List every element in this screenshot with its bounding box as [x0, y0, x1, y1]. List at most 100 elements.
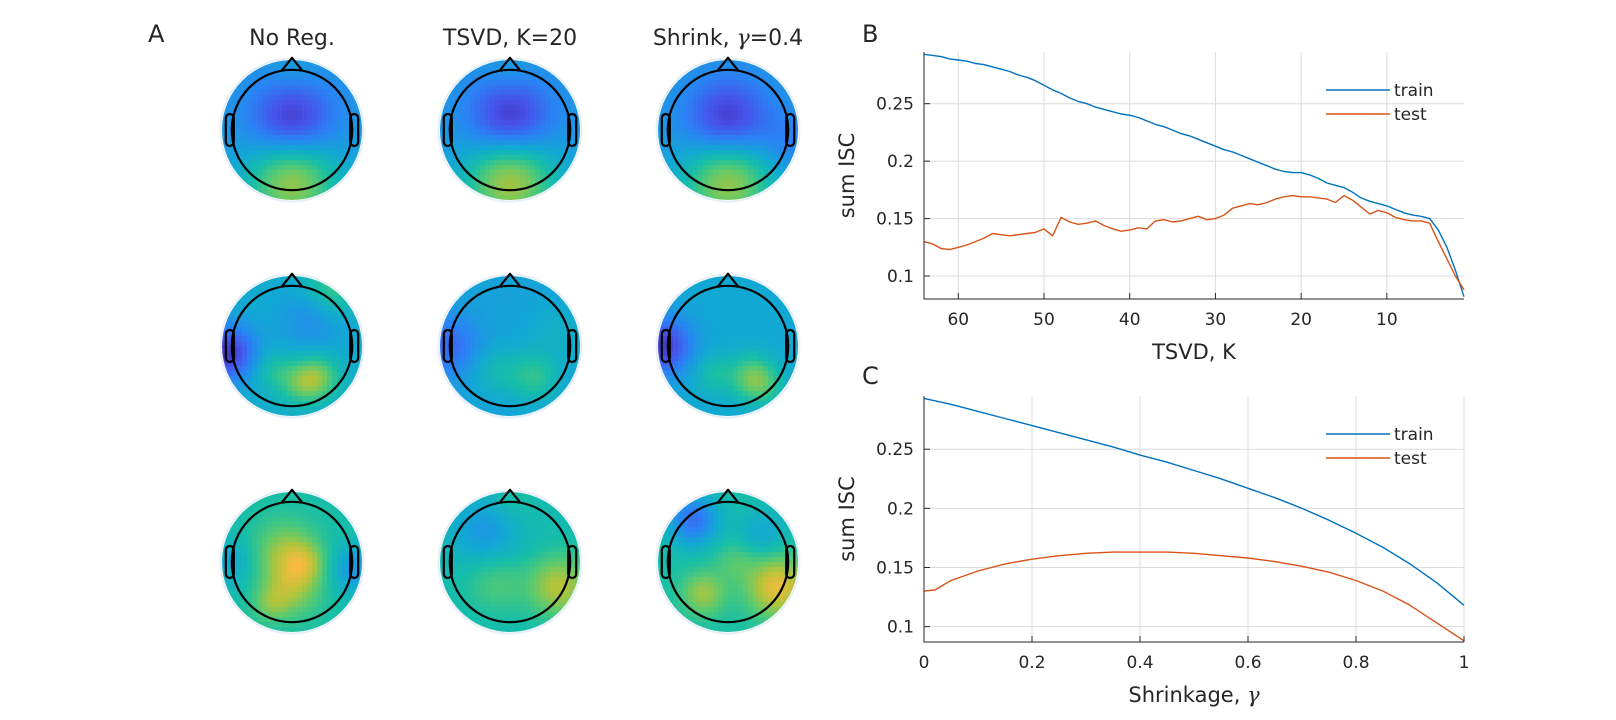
column-title-tsvd: TSVD, K=20 — [442, 26, 577, 51]
topomap-r3-c2 — [437, 488, 583, 635]
right-ear-icon — [785, 112, 796, 148]
left-ear-icon — [660, 544, 671, 580]
nose-icon — [281, 56, 303, 71]
head-outline — [448, 68, 572, 192]
head-outline — [666, 284, 790, 408]
topomap-r1-c1 — [219, 56, 365, 203]
legend-label-train: train — [1394, 425, 1434, 445]
legend: train test — [1326, 425, 1434, 469]
right-ear-icon — [349, 112, 360, 148]
y-tick-label: 0.15 — [876, 558, 914, 578]
panel-a-letter: A — [148, 20, 165, 48]
y-tick-label: 0.25 — [876, 95, 914, 115]
x-tick-label: 0.8 — [1342, 653, 1369, 673]
x-axis-label-prefix: Shrinkage, — [1128, 683, 1247, 707]
gridlines — [923, 396, 1465, 642]
y-tick-label: 0.1 — [887, 618, 914, 638]
topomap-r2-c1 — [219, 272, 365, 419]
y-tick-label: 0.1 — [887, 267, 914, 287]
column-title-shrink: Shrink, γ=0.4 — [653, 26, 803, 51]
left-ear-icon — [224, 328, 235, 364]
legend-label-test: test — [1394, 449, 1427, 469]
left-ear-icon — [442, 112, 453, 148]
column-title-shrink-suffix: =0.4 — [750, 26, 803, 51]
head-outline — [666, 500, 790, 624]
gridlines — [924, 52, 1464, 299]
x-tick-label: 1 — [1459, 653, 1470, 673]
y-axis-label: sum ISC — [835, 476, 859, 562]
axes — [923, 396, 1464, 643]
series-line-test — [923, 551, 1465, 642]
right-ear-icon — [349, 328, 360, 364]
topomap-field — [440, 276, 580, 416]
head-outline — [448, 284, 572, 408]
head-outline — [666, 68, 790, 192]
topomap-field — [658, 60, 798, 200]
panel-b: B 60 50 40 30 20 10 0.1 0.15 0.2 0.25 TSVD, K sum I… — [835, 20, 1465, 364]
topomap-field — [222, 276, 362, 416]
axes — [923, 52, 1464, 300]
column-title-shrink-prefix: Shrink, — [653, 26, 737, 51]
topomap-r1-c3 — [655, 56, 801, 203]
x-tick-label: 0.6 — [1234, 653, 1261, 673]
topomap-field — [658, 276, 798, 416]
topomap-field — [222, 492, 362, 632]
topomap-r2-c3 — [655, 272, 801, 419]
left-ear-icon — [442, 328, 453, 364]
x-axis-label: Shrinkage, γ — [1128, 683, 1260, 707]
nose-icon — [499, 488, 521, 503]
nose-icon — [499, 56, 521, 71]
y-tick-label: 0.2 — [887, 152, 914, 172]
nose-icon — [499, 272, 521, 287]
topomap-field — [440, 492, 580, 632]
topomap-r3-c3 — [655, 488, 801, 635]
y-tick-label: 0.15 — [876, 210, 914, 230]
gamma-symbol: γ — [1247, 683, 1260, 707]
topomap-field — [222, 60, 362, 200]
panel-b-letter: B — [862, 20, 878, 48]
right-ear-icon — [785, 328, 796, 364]
head-outline — [448, 500, 572, 624]
right-ear-icon — [567, 112, 578, 148]
left-ear-icon — [224, 112, 235, 148]
legend-label-train: train — [1394, 81, 1434, 101]
nose-icon — [281, 488, 303, 503]
nose-icon — [717, 56, 739, 71]
panel-c-letter: C — [862, 362, 879, 390]
column-title-no-reg: No Reg. — [249, 26, 335, 51]
series-line-test — [923, 194, 1465, 291]
right-ear-icon — [349, 544, 360, 580]
y-axis-label: sum ISC — [835, 133, 859, 219]
plot-b: 60 50 40 30 20 10 0.1 0.15 0.2 0.25 TSVD, K sum ISC… — [835, 52, 1465, 364]
topomap-r3-c1 — [219, 488, 365, 635]
x-axis-label: TSVD, K — [1151, 340, 1237, 364]
x-tick-label: 0.4 — [1126, 653, 1153, 673]
x-tick-label: 30 — [1205, 310, 1227, 330]
x-tick-label: 60 — [947, 310, 969, 330]
topomap-field — [658, 492, 798, 632]
nose-icon — [717, 488, 739, 503]
series-line-train — [923, 53, 1465, 297]
y-tick-label: 0.25 — [876, 440, 914, 460]
gamma-symbol: γ — [737, 26, 751, 51]
right-ear-icon — [567, 544, 578, 580]
right-ear-icon — [785, 544, 796, 580]
right-ear-icon — [567, 328, 578, 364]
x-tick-label: 20 — [1290, 310, 1312, 330]
topomap-grid — [219, 56, 801, 635]
series-line-train — [923, 397, 1465, 606]
topomap-r2-c2 — [437, 272, 583, 419]
x-tick-label: 40 — [1119, 310, 1141, 330]
head-outline — [230, 68, 354, 192]
head-outline — [230, 500, 354, 624]
topomap-field — [440, 60, 580, 200]
left-ear-icon — [660, 328, 671, 364]
panel-a: A No Reg. TSVD, K=20 Shrink, γ=0.4 — [148, 20, 803, 635]
nose-icon — [717, 272, 739, 287]
legend: train test — [1326, 81, 1434, 125]
legend-label-test: test — [1394, 105, 1427, 125]
x-tick-label: 0.2 — [1018, 653, 1045, 673]
left-ear-icon — [442, 544, 453, 580]
x-tick-label: 0 — [919, 653, 930, 673]
